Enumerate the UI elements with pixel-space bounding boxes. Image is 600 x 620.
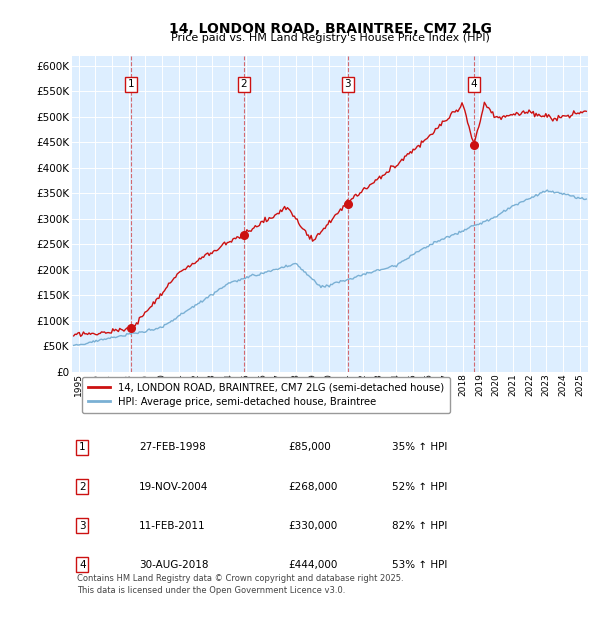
Text: 2: 2 <box>241 79 247 89</box>
Text: £268,000: £268,000 <box>289 482 338 492</box>
Text: 4: 4 <box>79 560 86 570</box>
Text: 53% ↑ HPI: 53% ↑ HPI <box>392 560 447 570</box>
Text: 14, LONDON ROAD, BRAINTREE, CM7 2LG: 14, LONDON ROAD, BRAINTREE, CM7 2LG <box>169 22 491 36</box>
Text: 52% ↑ HPI: 52% ↑ HPI <box>392 482 447 492</box>
Text: Price paid vs. HM Land Registry's House Price Index (HPI): Price paid vs. HM Land Registry's House … <box>170 33 490 43</box>
Text: 1: 1 <box>79 443 86 453</box>
Text: 35% ↑ HPI: 35% ↑ HPI <box>392 443 447 453</box>
Text: £444,000: £444,000 <box>289 560 338 570</box>
Text: Contains HM Land Registry data © Crown copyright and database right 2025.
This d: Contains HM Land Registry data © Crown c… <box>77 574 404 595</box>
Text: 3: 3 <box>79 521 86 531</box>
Text: 19-NOV-2004: 19-NOV-2004 <box>139 482 208 492</box>
Text: £330,000: £330,000 <box>289 521 338 531</box>
Legend: 14, LONDON ROAD, BRAINTREE, CM7 2LG (semi-detached house), HPI: Average price, s: 14, LONDON ROAD, BRAINTREE, CM7 2LG (sem… <box>82 377 450 413</box>
Text: 2: 2 <box>79 482 86 492</box>
Text: 11-FEB-2011: 11-FEB-2011 <box>139 521 206 531</box>
Text: £85,000: £85,000 <box>289 443 331 453</box>
Text: 82% ↑ HPI: 82% ↑ HPI <box>392 521 447 531</box>
Text: 3: 3 <box>344 79 351 89</box>
Text: 4: 4 <box>470 79 477 89</box>
Text: 30-AUG-2018: 30-AUG-2018 <box>139 560 209 570</box>
Text: 1: 1 <box>128 79 134 89</box>
Text: 27-FEB-1998: 27-FEB-1998 <box>139 443 206 453</box>
